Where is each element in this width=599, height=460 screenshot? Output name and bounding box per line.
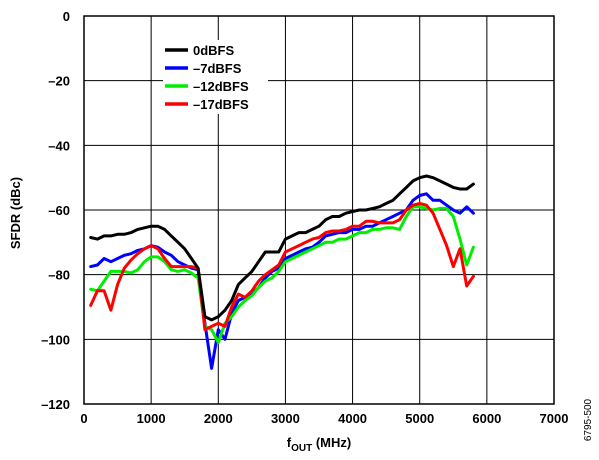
x-axis-title-subscript: OUT [291,443,312,454]
legend-box [163,40,268,114]
y-axis-title: SFDR (dBc) [8,177,23,249]
legend: 0dBFS –7dBFS –12dBFS –17dBFS [165,43,249,112]
legend-label: –7dBFS [193,61,242,76]
legend-label: 0dBFS [193,43,235,58]
series-line-3 [89,202,475,332]
x-tick-label: 0 [80,411,87,426]
y-tick-label: –20 [48,74,70,89]
x-tick-label: 5000 [405,411,434,426]
x-axis-title-main: f [287,435,292,450]
legend-label: –12dBFS [193,79,249,94]
y-tick-label: –80 [48,268,70,283]
figure-id: 6795-500 [583,398,594,441]
x-tick-label: 2000 [204,411,233,426]
series-line-2 [89,205,475,345]
y-tick-label: –100 [41,332,70,347]
series-line-0 [89,174,475,322]
legend-label: –17dBFS [193,97,249,112]
x-tick-label: 7000 [540,411,569,426]
x-axis-title-unit: (MHz) [312,435,351,450]
y-tick-label: –40 [48,138,70,153]
y-tick-labels: 0 –20 –40 –60 –80 –100 –120 [41,9,70,412]
y-tick-label: –120 [41,397,70,412]
y-tick-label: 0 [63,9,70,24]
x-tick-label: 3000 [271,411,300,426]
series-line-1 [89,192,475,370]
x-tick-labels: 0 1000 2000 3000 4000 5000 6000 7000 [80,411,568,426]
x-tick-label: 4000 [338,411,367,426]
x-axis-title: fOUT (MHz) [287,435,351,454]
x-tick-label: 6000 [472,411,501,426]
grid-lines [83,15,555,405]
x-tick-label: 1000 [137,411,166,426]
series-layer [89,174,475,370]
y-tick-label: –60 [48,203,70,218]
plot-frame [83,15,555,405]
